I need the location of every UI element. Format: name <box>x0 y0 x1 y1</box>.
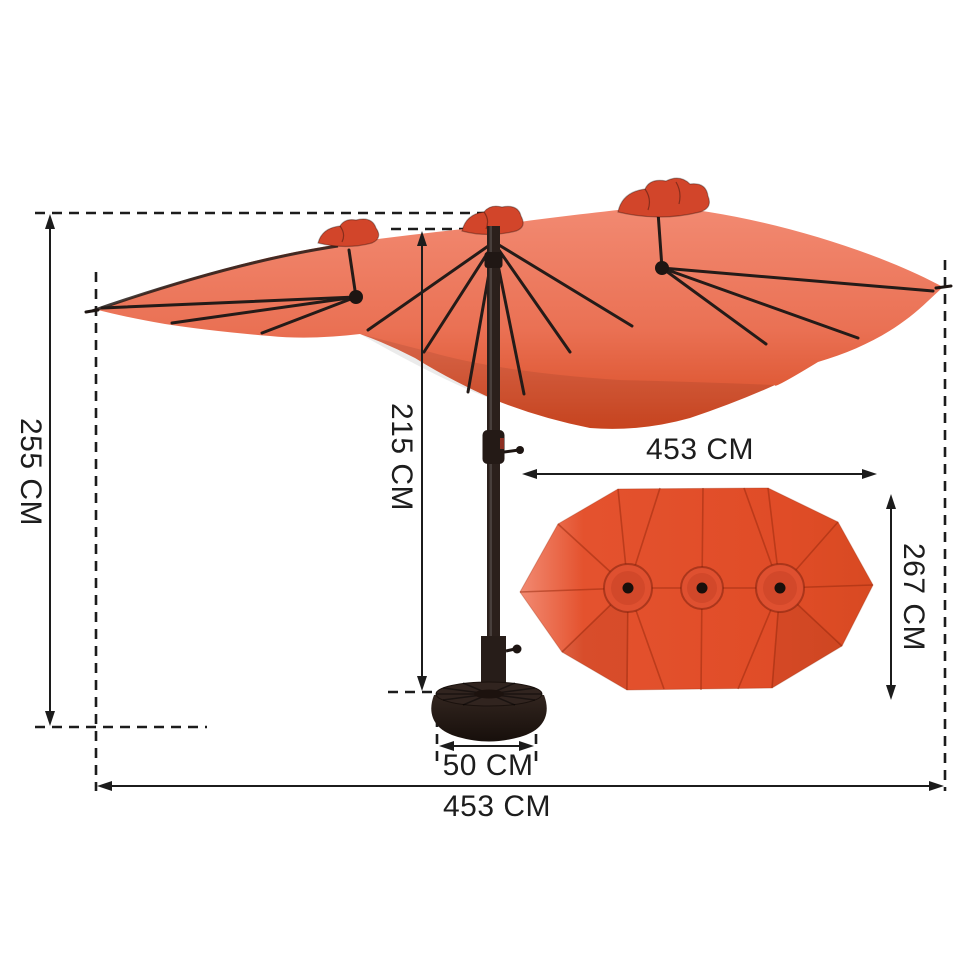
arrowhead-left <box>439 741 454 751</box>
arrowhead-up <box>417 231 427 246</box>
side-hub-right <box>655 261 669 275</box>
vent-cap-center <box>461 205 524 236</box>
arrowhead-down <box>417 676 427 691</box>
top-view-hubs <box>603 563 805 613</box>
side-hub-left <box>349 290 363 304</box>
crank-housing <box>482 430 505 464</box>
rib-tip-right <box>934 284 953 290</box>
crank-knob <box>516 446 524 454</box>
arrowhead-right <box>862 469 877 479</box>
hub-center-dot <box>622 582 634 594</box>
umbrella-pole <box>481 226 524 696</box>
side-view-umbrella <box>84 177 953 742</box>
label-top-view-width: 453 CM <box>645 433 755 466</box>
base-hub <box>474 689 504 699</box>
crank-detail <box>500 438 504 449</box>
top-view-umbrella <box>519 487 874 691</box>
label-top-view-depth: 267 CM <box>897 542 930 652</box>
arrowhead-up <box>45 214 55 229</box>
label-overall-height: 255 CM <box>14 417 47 527</box>
dim-top-view-width <box>522 469 877 479</box>
dim-base-width <box>439 741 534 751</box>
vent-cap-left <box>317 218 380 248</box>
top-view-shading <box>562 588 842 690</box>
dim-overall-height <box>45 214 55 726</box>
arrowhead-left <box>97 781 112 791</box>
arrowhead-left <box>522 469 537 479</box>
dim-top-view-depth <box>886 494 896 700</box>
pole-collar <box>484 252 503 268</box>
arrowhead-right <box>929 781 944 791</box>
vent-caps <box>317 177 710 248</box>
hub-center-dot <box>774 582 786 594</box>
side-canopy-ridge-seam <box>91 244 339 313</box>
thumbscrew-knob <box>512 644 522 654</box>
umbrella-base <box>431 681 547 742</box>
label-overall-width: 453 CM <box>442 790 552 823</box>
label-base-width: 50 CM <box>442 749 534 782</box>
side-canopy-shading <box>360 334 775 429</box>
dimension-lines <box>45 214 944 791</box>
vent-cap-fold-lines <box>339 181 681 243</box>
dim-pole-height <box>417 231 427 691</box>
hub-center-dot <box>696 582 708 594</box>
dashed-guide-lines <box>35 211 947 791</box>
label-pole-height: 215 CM <box>385 402 418 512</box>
base-body <box>431 695 547 742</box>
side-ribs-left <box>100 248 358 335</box>
arrowhead-right <box>519 741 534 751</box>
base-tube <box>481 636 506 696</box>
arrowhead-down <box>45 711 55 726</box>
arrowhead-up <box>886 494 896 509</box>
side-ribs-right <box>656 210 935 346</box>
rib-tip-left <box>84 308 100 314</box>
dim-overall-width <box>97 781 944 791</box>
side-canopy <box>98 206 943 429</box>
vent-cap-right <box>617 177 710 218</box>
arrowhead-down <box>886 685 896 700</box>
